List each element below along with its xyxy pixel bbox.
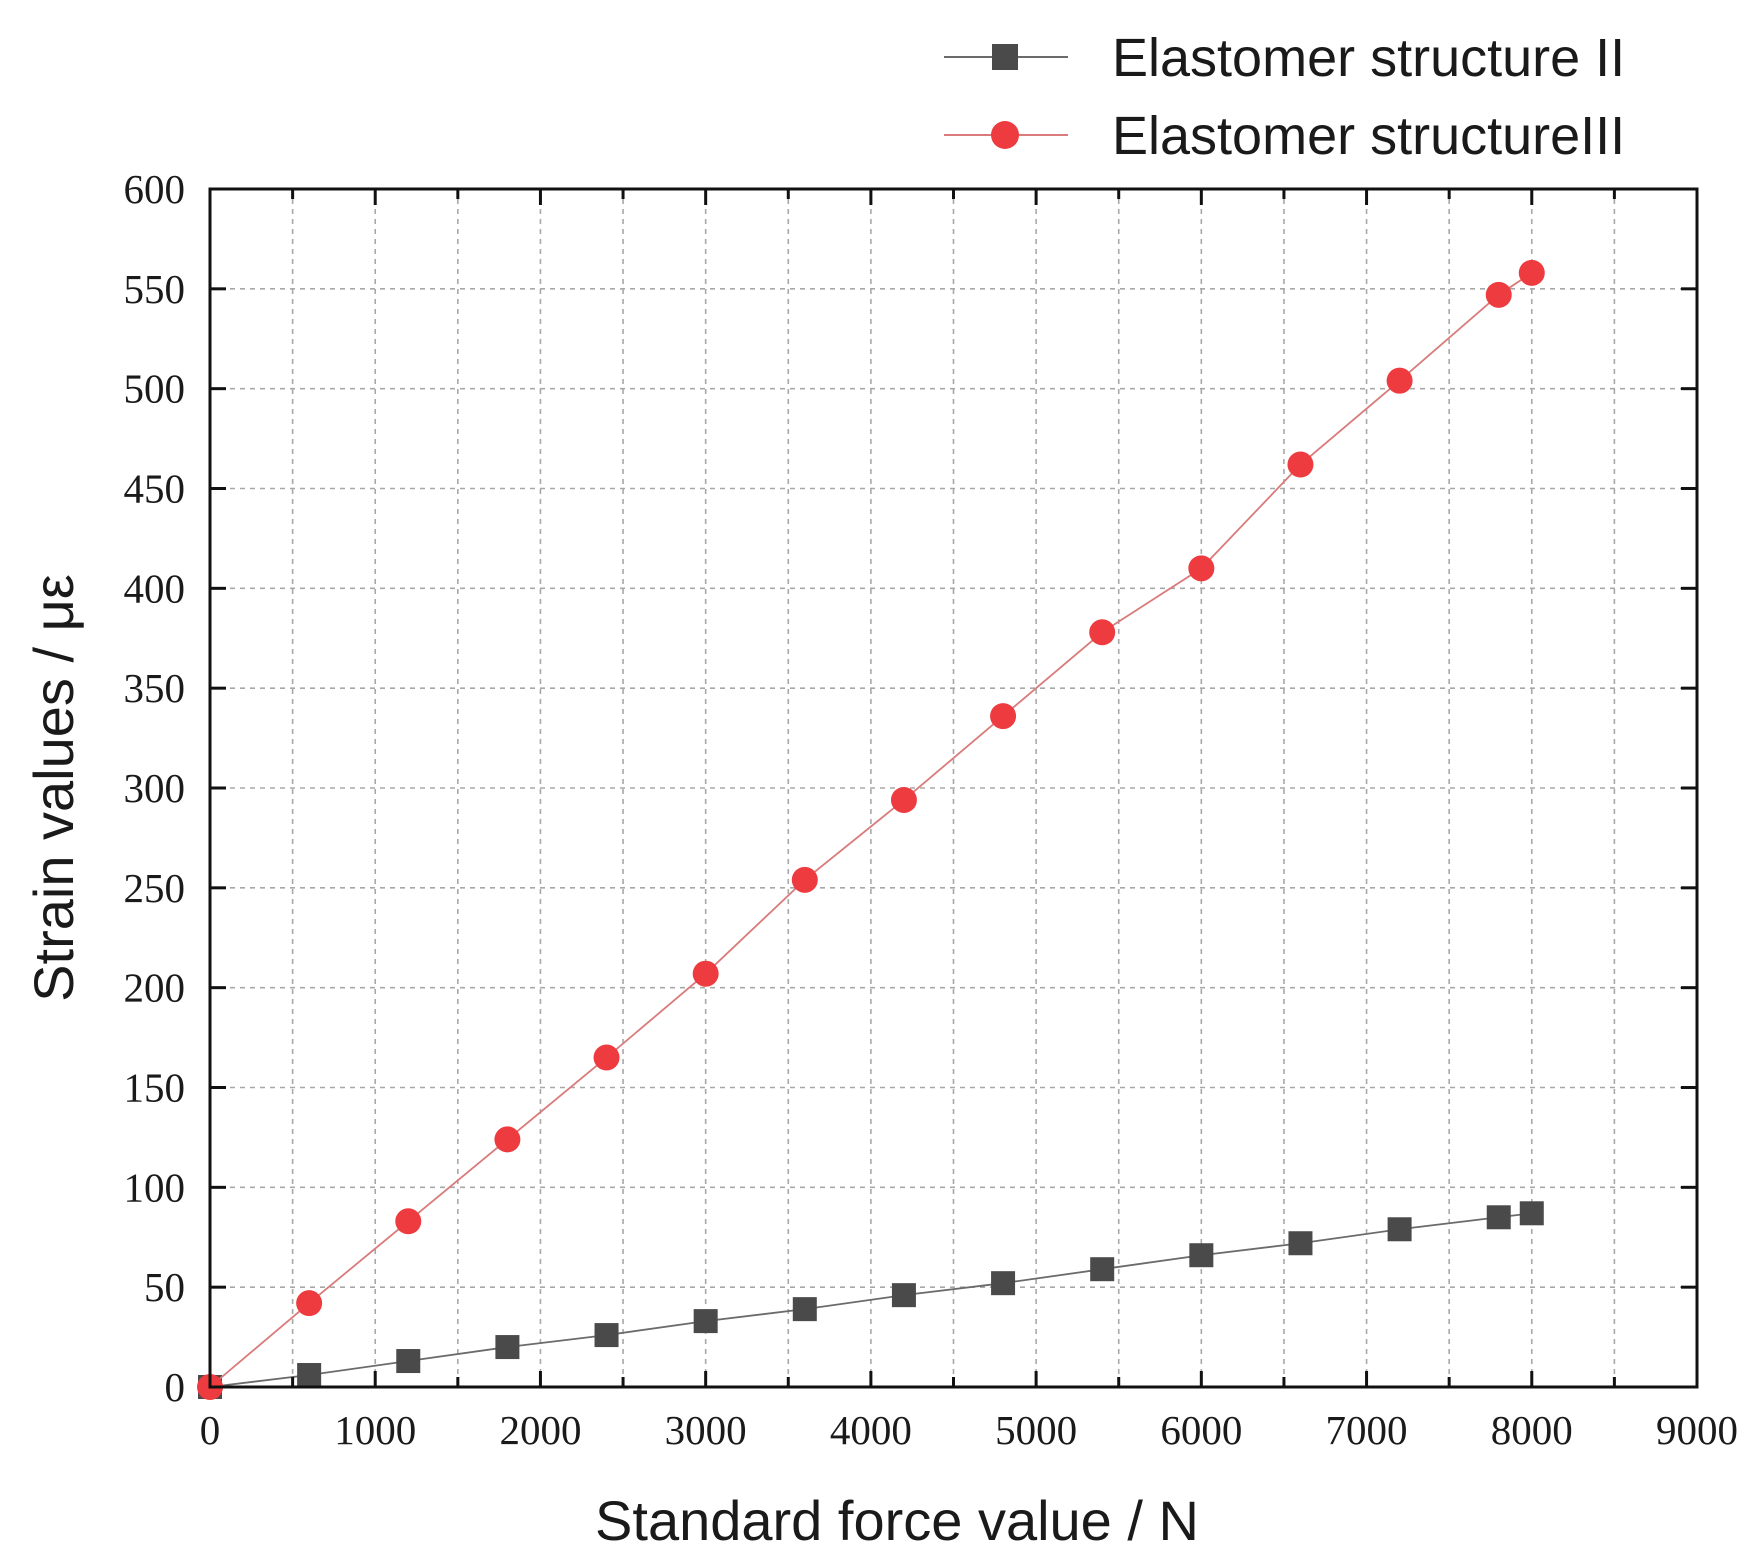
legend-label: Elastomer structure II: [1112, 28, 1625, 88]
data-point-circle: [395, 1208, 422, 1235]
data-point-square: [693, 1309, 718, 1334]
x-tick-label: 6000: [1160, 1407, 1242, 1453]
x-tick-label: 7000: [1326, 1407, 1408, 1453]
data-point-circle: [990, 703, 1017, 730]
y-tick-label: 500: [124, 366, 186, 412]
data-point-circle: [890, 786, 917, 813]
axis-ticks: [208, 187, 1699, 1389]
data-point-square: [792, 1297, 817, 1322]
data-point-square: [594, 1323, 619, 1348]
data-point-square: [891, 1283, 916, 1308]
x-tick-label: 1000: [334, 1407, 416, 1453]
y-tick-label: 350: [124, 665, 186, 711]
x-axis-title: Standard force value / N: [595, 1489, 1199, 1552]
y-tick-label: 200: [124, 965, 186, 1011]
y-tick-label: 600: [124, 166, 186, 212]
y-tick-label: 0: [165, 1364, 186, 1410]
data-point-square: [495, 1335, 520, 1360]
data-point-circle: [1188, 555, 1215, 582]
data-point-circle: [593, 1044, 620, 1071]
x-tick-label: 9000: [1656, 1407, 1738, 1453]
data-point-circle: [494, 1126, 521, 1153]
y-tick-label: 50: [144, 1264, 185, 1310]
x-tick-label: 8000: [1491, 1407, 1573, 1453]
data-point-circle: [692, 960, 719, 987]
data-point-circle: [1485, 281, 1512, 308]
data-point-circle: [296, 1290, 323, 1317]
x-tick-label: 2000: [499, 1407, 581, 1453]
grid-lines: [210, 189, 1697, 1387]
legend-marker-circle: [991, 121, 1019, 149]
x-tick-label: 0: [200, 1407, 221, 1453]
legend: Elastomer structure II Elastomer structur…: [944, 28, 1625, 166]
data-point-circle: [791, 866, 818, 893]
y-tick-label: 100: [124, 1164, 186, 1210]
y-tick-label: 300: [124, 765, 186, 811]
data-point-circle: [1089, 619, 1116, 646]
data-point-circle: [1518, 259, 1545, 286]
data-point-square: [1090, 1257, 1115, 1282]
y-tick-label: 450: [124, 466, 186, 512]
data-point-square: [991, 1271, 1016, 1296]
y-tick-label: 550: [124, 266, 186, 312]
y-tick-label: 400: [124, 565, 186, 611]
legend-item: Elastomer structure II: [944, 28, 1625, 88]
x-tick-label: 5000: [995, 1407, 1077, 1453]
data-point-square: [1387, 1217, 1412, 1242]
data-point-square: [1486, 1205, 1511, 1230]
data-point-square: [1519, 1201, 1544, 1226]
data-point-square: [297, 1363, 322, 1388]
tick-labels: 0 1000 2000 3000 4000 5000 6000 7000 8000 9000 0 50…: [124, 166, 1739, 1453]
data-point-circle: [1386, 367, 1413, 394]
data-point-square: [396, 1349, 421, 1374]
y-tick-label: 250: [124, 865, 186, 911]
data-point-square: [1189, 1243, 1214, 1268]
data-point-square: [1288, 1231, 1313, 1256]
series-2: [197, 259, 1545, 1400]
y-tick-label: 150: [124, 1065, 186, 1111]
legend-label: Elastomer structureIII: [1112, 106, 1625, 166]
x-tick-label: 3000: [665, 1407, 747, 1453]
x-tick-label: 4000: [830, 1407, 912, 1453]
legend-marker-square: [992, 44, 1018, 70]
series-layer: [197, 259, 1545, 1400]
y-axis-title: Strain values / με: [22, 574, 85, 1002]
legend-item: Elastomer structureIII: [944, 106, 1625, 166]
data-point-circle: [1287, 451, 1314, 478]
